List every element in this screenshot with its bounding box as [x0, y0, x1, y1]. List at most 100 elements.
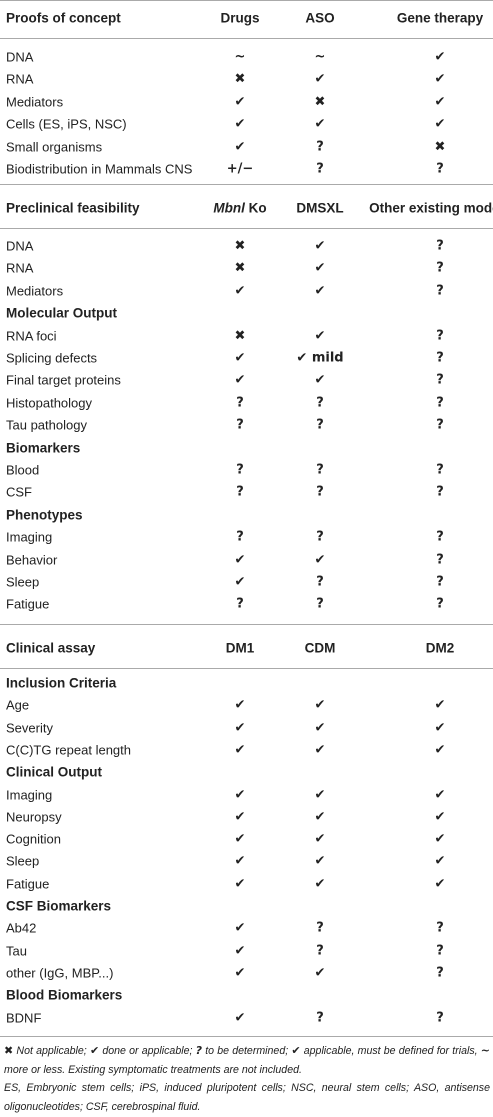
cell: ? — [436, 238, 444, 254]
row-label: other (IgG, MBP...) — [6, 965, 114, 981]
footnote-line: ✖ Not applicable; ✔ done or applicable; … — [4, 1042, 490, 1079]
row-label: Blood — [6, 462, 40, 478]
cell: ? — [436, 283, 444, 299]
cell: ✔ — [234, 574, 246, 590]
row-label: Fatigue — [6, 596, 50, 612]
cell: ✔ — [434, 720, 446, 736]
row-label: RNA — [6, 71, 34, 87]
row-label: CSF — [6, 484, 32, 500]
symbol: ✔ — [89, 1044, 100, 1057]
cell: ✔ — [234, 116, 246, 132]
row-label: Tau — [6, 943, 27, 959]
cell: ? — [316, 596, 324, 612]
cell: ✔ — [234, 350, 246, 366]
column-header: DM2 — [425, 640, 455, 656]
cell: ? — [436, 484, 444, 500]
row-label: Neuropsy — [6, 809, 62, 825]
cell: ✔ — [434, 697, 446, 713]
column-header: DMSXL — [296, 200, 344, 216]
cell: ? — [316, 161, 324, 177]
cell: ✔ — [314, 809, 326, 825]
subheader: Clinical Output — [6, 764, 102, 780]
cell: ✔ — [314, 831, 326, 847]
row-label: Small organisms — [6, 139, 103, 155]
cell: ? — [436, 574, 444, 590]
rule — [0, 668, 493, 669]
cell: ? — [436, 372, 444, 388]
cell: ✔ — [234, 720, 246, 736]
cell: ? — [436, 395, 444, 411]
cell: ✔ — [234, 853, 246, 869]
cell: ✖ — [234, 238, 246, 254]
cell: ✔ — [314, 260, 326, 276]
cell: ✔ — [314, 720, 326, 736]
rule — [0, 184, 493, 185]
row-label: Mediators — [6, 283, 64, 299]
cell: ✔ — [234, 94, 246, 110]
cell: ? — [316, 943, 324, 959]
column-header: DM1 — [225, 640, 255, 656]
subheader: Biomarkers — [6, 440, 81, 456]
cell: ✖ — [234, 260, 246, 276]
symbol: ? — [195, 1044, 202, 1057]
rule — [0, 1036, 493, 1037]
cell: ✔ — [234, 1010, 246, 1025]
cell: ✔ — [234, 943, 246, 959]
cell: ? — [436, 462, 444, 478]
cell: ? — [436, 328, 444, 344]
row-label: Sleep — [6, 574, 40, 590]
cell: ✔ — [434, 853, 446, 869]
cell: ? — [236, 417, 244, 433]
header-plain: Ko — [248, 200, 267, 216]
cell: ✔ — [314, 697, 326, 713]
cell: ✔ — [234, 552, 246, 568]
cell: ? — [316, 462, 324, 478]
cell: ✔ mild — [296, 350, 344, 366]
cell: ? — [436, 529, 444, 545]
rule — [0, 624, 493, 625]
cell: ✔ — [314, 742, 326, 758]
column-header: Mbnl Ko — [213, 201, 266, 216]
cell: ✔ — [314, 965, 326, 981]
cell: ✔ — [314, 787, 326, 802]
cell: ? — [316, 920, 324, 936]
section-header: Clinical assay — [6, 640, 96, 656]
cell: ? — [316, 395, 324, 411]
column-header: Gene therapy — [396, 10, 484, 26]
cell: ✔ — [234, 809, 246, 825]
rule — [0, 228, 493, 229]
cell: +/− — [226, 161, 254, 177]
cell: ? — [316, 139, 324, 155]
cell: ? — [236, 462, 244, 478]
row-label: Mediators — [6, 94, 64, 110]
cell: ✔ — [234, 742, 246, 758]
cell: ✔ — [434, 831, 446, 847]
cell: ✔ — [314, 116, 326, 132]
row-label: BDNF — [6, 1010, 42, 1025]
row-label: C(C)TG repeat length — [6, 742, 131, 758]
row-label: DNA — [6, 238, 34, 254]
cell: ✖ — [434, 139, 446, 155]
cell: ✔ — [314, 372, 326, 388]
subheader: Phenotypes — [6, 507, 83, 523]
row-label: Final target proteins — [6, 372, 121, 388]
row-label: DNA — [6, 49, 34, 65]
cell: ✔ — [314, 71, 326, 87]
cell: ✔ — [434, 742, 446, 758]
row-label: Biodistribution in Mammals CNS — [6, 161, 193, 177]
footnote: ✖ Not applicable; ✔ done or applicable; … — [4, 1042, 490, 1116]
cell: ? — [436, 943, 444, 959]
column-header: Drugs — [220, 10, 260, 26]
cell: ✔ — [234, 372, 246, 388]
cell: ? — [236, 484, 244, 500]
cell: ? — [436, 552, 444, 568]
footnote-text: Not applicable; — [13, 1045, 90, 1057]
cell: ? — [236, 395, 244, 411]
cell: ? — [436, 417, 444, 433]
subheader: Blood Biomarkers — [6, 987, 123, 1003]
row-label: Imaging — [6, 529, 53, 545]
row-label: Sleep — [6, 853, 40, 869]
subheader: Inclusion Criteria — [6, 675, 117, 691]
cell: ~ — [314, 49, 326, 65]
